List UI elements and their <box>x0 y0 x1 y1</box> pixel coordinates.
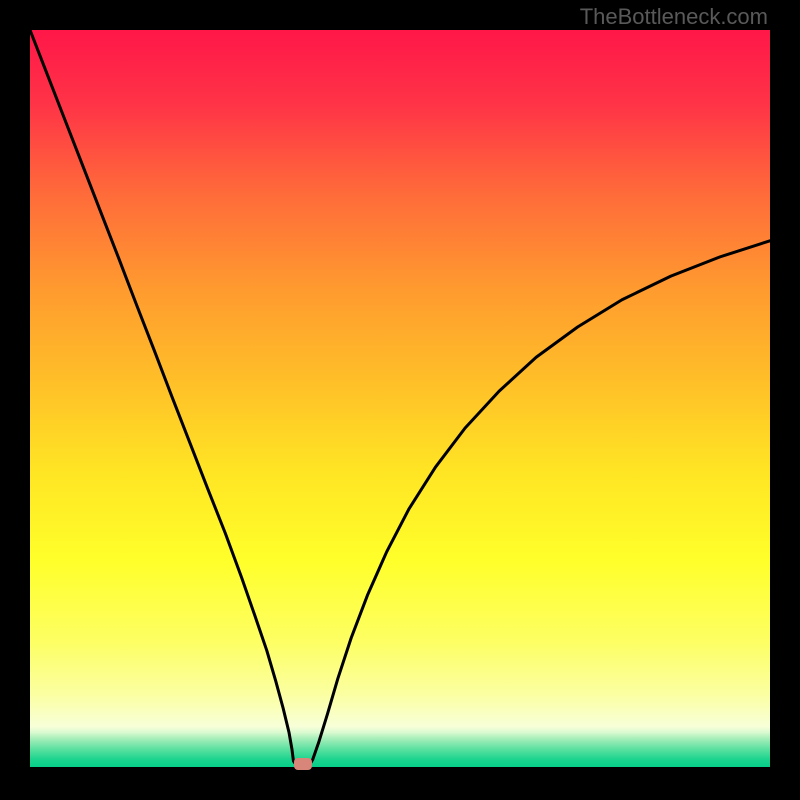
watermark-text: TheBottleneck.com <box>580 4 768 30</box>
plot-area <box>30 30 770 767</box>
curve-path <box>30 30 770 767</box>
chart-frame: { "canvas": { "width": 800, "height": 80… <box>0 0 800 800</box>
bottleneck-curve <box>30 30 770 767</box>
optimal-point-marker <box>294 758 312 770</box>
